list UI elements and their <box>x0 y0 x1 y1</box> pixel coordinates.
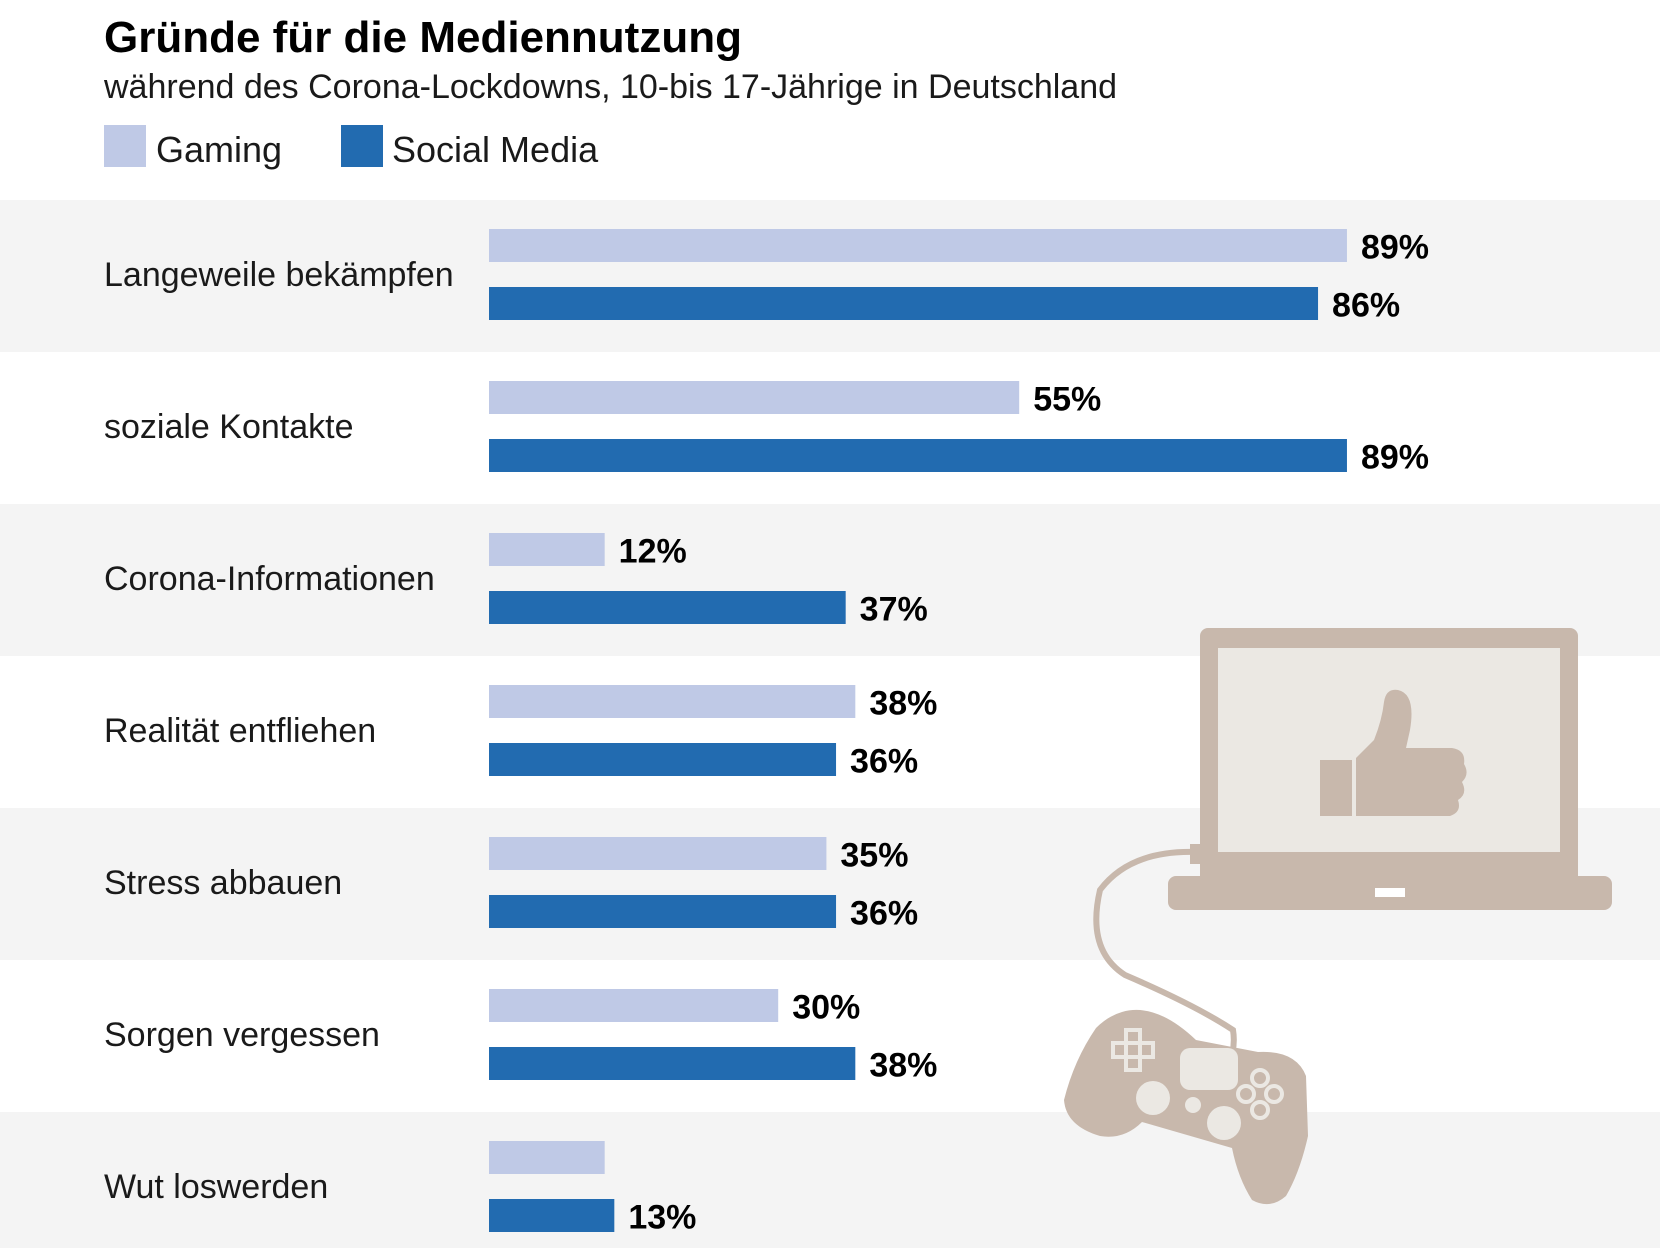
legend-label-gaming: Gaming <box>156 129 282 170</box>
bar-gaming <box>489 381 1020 414</box>
chart-title: Gründe für die Mediennutzung <box>104 13 742 62</box>
value-label: 12% <box>619 533 687 571</box>
bars <box>489 229 1347 1232</box>
bar-social-media <box>489 1047 856 1080</box>
thumbs-up-icon <box>1320 689 1467 816</box>
category-label: Stress abbauen <box>104 864 342 902</box>
bar-gaming <box>489 1141 605 1174</box>
category-label: Langeweile bekämpfen <box>104 256 454 294</box>
category-label: Sorgen vergessen <box>104 1016 380 1054</box>
value-label: 36% <box>850 895 918 933</box>
value-label: 86% <box>1332 287 1400 325</box>
category-labels: Langeweile bekämpfen soziale Kontakte Coro… <box>104 256 454 1206</box>
bar-social-media <box>489 439 1347 472</box>
bar-gaming <box>489 685 856 718</box>
value-label: 38% <box>869 1047 937 1085</box>
legend-swatch-gaming <box>104 125 146 167</box>
bar-gaming <box>489 837 827 870</box>
value-label: 13% <box>628 1199 696 1237</box>
value-label: 30% <box>792 989 860 1027</box>
bar-social-media <box>489 743 837 776</box>
value-label: 37% <box>860 591 928 629</box>
bar-social-media <box>489 591 846 624</box>
bar-gaming <box>489 989 779 1022</box>
value-label: 36% <box>850 743 918 781</box>
category-label: Realität entfliehen <box>104 712 376 750</box>
bar-social-media <box>489 287 1319 320</box>
value-labels: 89%86%55%89%12%37%38%36%35%36%30%38%13% <box>619 229 1429 1237</box>
cable <box>1093 848 1237 1068</box>
value-label: 55% <box>1033 381 1101 419</box>
legend-swatch-social-media <box>341 125 383 167</box>
value-label: 38% <box>869 685 937 723</box>
game-controller-icon <box>1064 1009 1308 1205</box>
chart-subtitle: während des Corona-Lockdowns, 10-bis 17-… <box>103 68 1117 106</box>
row-band <box>0 1112 1660 1248</box>
value-label: 89% <box>1361 229 1429 267</box>
category-label: Corona-Informationen <box>104 560 435 598</box>
bar-social-media <box>489 1199 615 1232</box>
value-label: 35% <box>840 837 908 875</box>
value-label: 89% <box>1361 439 1429 477</box>
bar-social-media <box>489 895 837 928</box>
category-label: soziale Kontakte <box>104 408 354 446</box>
legend-label-social-media: Social Media <box>392 129 599 170</box>
category-label: Wut loswerden <box>104 1168 328 1206</box>
laptop-controller-illustration <box>1064 628 1612 1205</box>
row-band <box>0 200 1660 352</box>
bar-gaming <box>489 533 605 566</box>
bar-gaming <box>489 229 1347 262</box>
legend: Gaming Social Media <box>104 125 599 170</box>
